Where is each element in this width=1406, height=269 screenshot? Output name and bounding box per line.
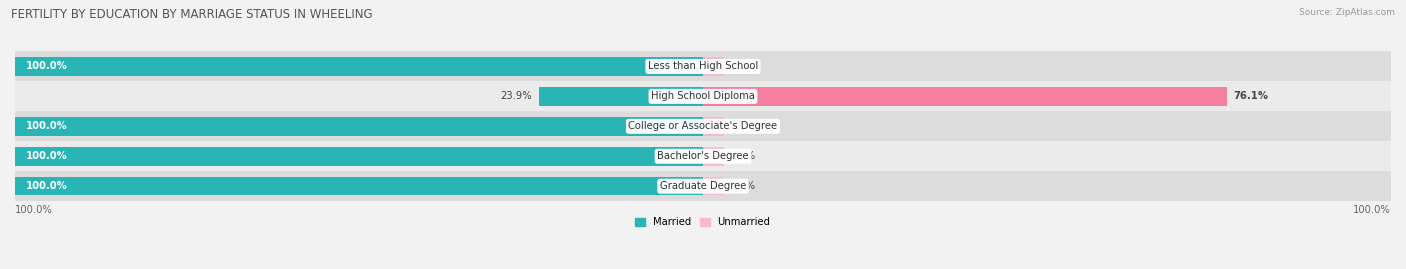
Text: 100.0%: 100.0%	[25, 121, 67, 131]
Bar	[15, 171, 1391, 201]
Legend: Married, Unmarried: Married, Unmarried	[631, 213, 775, 231]
Bar	[703, 87, 1226, 106]
Text: FERTILITY BY EDUCATION BY MARRIAGE STATUS IN WHEELING: FERTILITY BY EDUCATION BY MARRIAGE STATU…	[11, 8, 373, 21]
Text: 100.0%: 100.0%	[25, 61, 67, 72]
Text: 0.0%: 0.0%	[731, 61, 755, 72]
Text: 100.0%: 100.0%	[25, 181, 67, 191]
Text: High School Diploma: High School Diploma	[651, 91, 755, 101]
Text: 100.0%: 100.0%	[15, 205, 53, 215]
Bar	[538, 87, 703, 106]
Text: 100.0%: 100.0%	[1353, 205, 1391, 215]
Text: Bachelor's Degree: Bachelor's Degree	[657, 151, 749, 161]
Bar	[15, 177, 703, 196]
Bar	[15, 111, 1391, 141]
Bar	[15, 147, 703, 165]
Bar	[15, 51, 1391, 82]
Text: 0.0%: 0.0%	[731, 151, 755, 161]
Text: 0.0%: 0.0%	[731, 181, 755, 191]
Text: Less than High School: Less than High School	[648, 61, 758, 72]
Text: College or Associate's Degree: College or Associate's Degree	[628, 121, 778, 131]
Text: Graduate Degree: Graduate Degree	[659, 181, 747, 191]
Text: 100.0%: 100.0%	[25, 151, 67, 161]
Bar	[15, 82, 1391, 111]
Bar	[703, 177, 724, 196]
Bar	[15, 117, 703, 136]
Bar	[15, 57, 703, 76]
Bar	[703, 117, 724, 136]
Text: 0.0%: 0.0%	[731, 121, 755, 131]
Text: Source: ZipAtlas.com: Source: ZipAtlas.com	[1299, 8, 1395, 17]
Text: 23.9%: 23.9%	[501, 91, 531, 101]
Text: 76.1%: 76.1%	[1233, 91, 1268, 101]
Bar	[703, 147, 724, 165]
Bar	[15, 141, 1391, 171]
Bar	[703, 57, 724, 76]
